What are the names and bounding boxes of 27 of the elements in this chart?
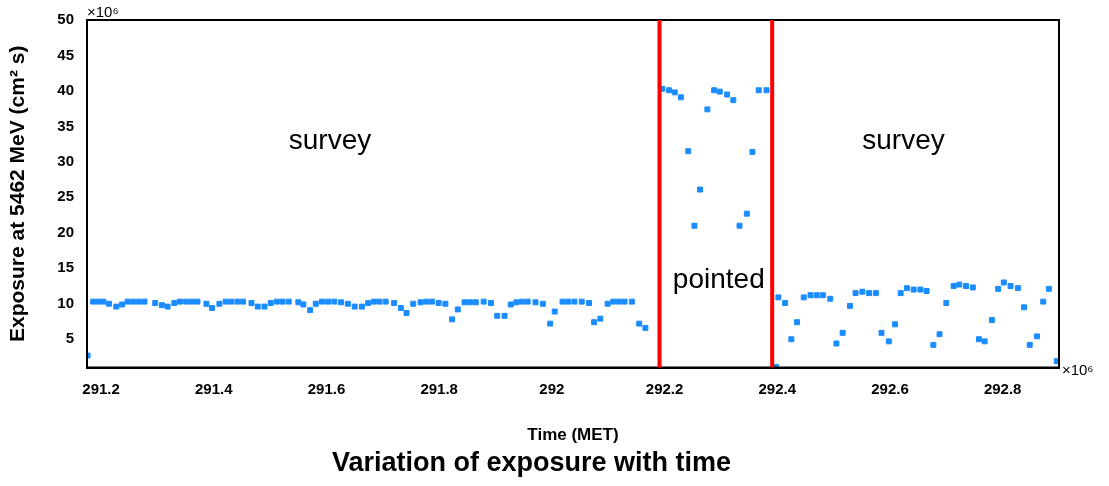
y-tick-label: 5	[65, 329, 74, 347]
annotation: pointed	[672, 263, 765, 295]
x-tick-label: 292	[539, 379, 565, 397]
x-tick-label: 291.8	[420, 379, 458, 397]
annotation: ×10⁶	[87, 3, 119, 21]
x-tick-label: 292.6	[871, 379, 909, 397]
annotation: survey	[288, 124, 372, 156]
x-tick-label: 291.4	[195, 379, 234, 397]
y-tick-label: 15	[57, 258, 74, 276]
y-tick-label: 20	[57, 222, 74, 240]
annotation: survey	[862, 124, 945, 156]
y-tick-label: 50	[57, 10, 74, 28]
y-tick-label: 10	[57, 293, 74, 311]
x-tick-label: 292.2	[645, 379, 684, 397]
text: Variation of exposure with time	[331, 447, 732, 478]
y-tick-label: 45	[57, 45, 74, 63]
x-tick-label: 292.4	[758, 379, 797, 397]
y-tick-label: 35	[57, 116, 74, 134]
text: ×10⁶	[1061, 361, 1094, 379]
x-axis-title: Time (MET)	[527, 425, 619, 445]
y-axis-title: Exposure at 5462 MeV (cm² s)	[5, 45, 29, 343]
y-tick-label: 30	[57, 152, 74, 170]
y-tick-label: 40	[57, 81, 74, 99]
x-tick-label: 291.6	[307, 379, 346, 397]
y-tick-label: 25	[57, 187, 74, 205]
x-tick-label: 291.2	[82, 379, 120, 397]
x-tick-label: 292.8	[983, 379, 1022, 397]
